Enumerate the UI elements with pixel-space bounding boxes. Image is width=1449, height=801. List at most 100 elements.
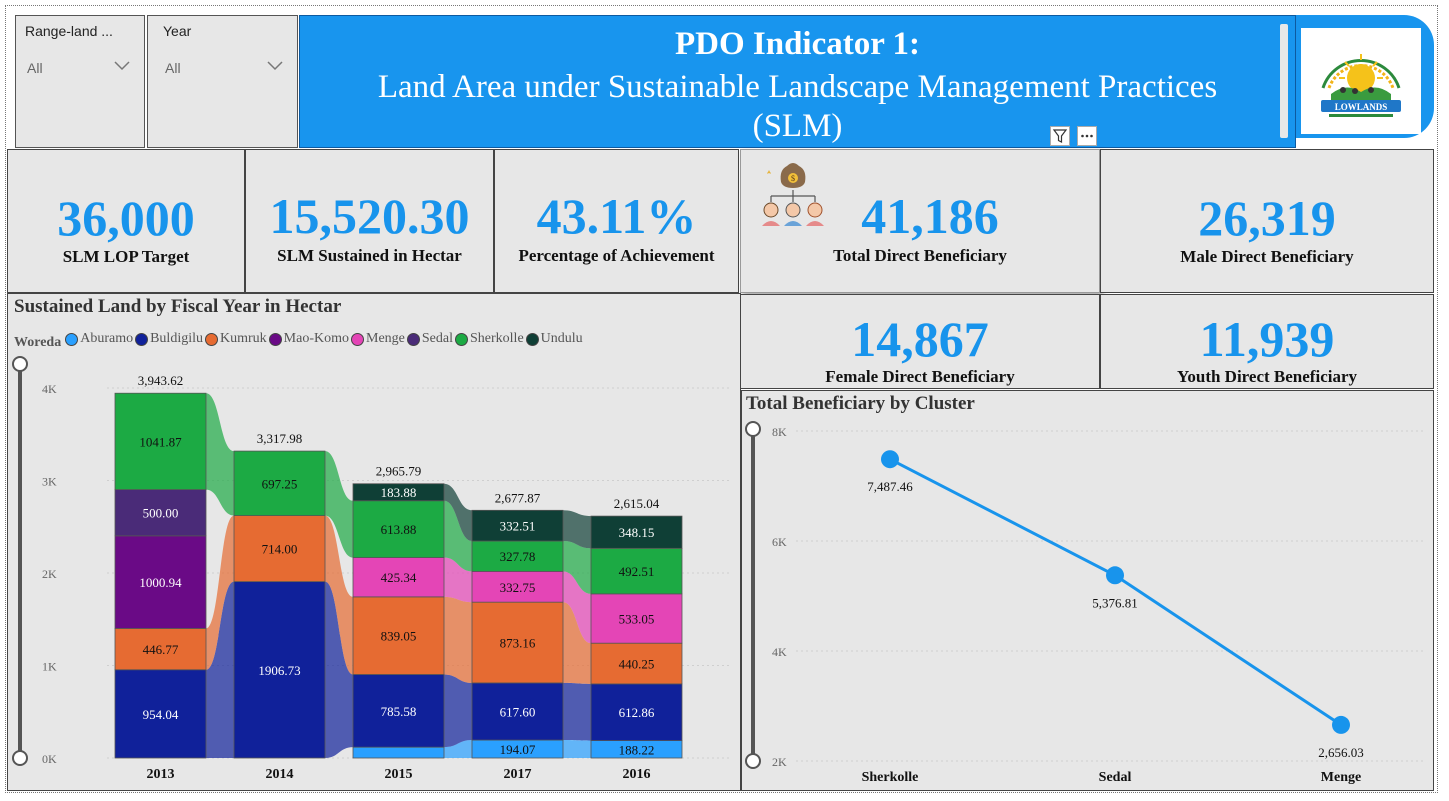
kpi-card-female-beneficiary: 14,867 Female Direct Beneficiary (740, 294, 1100, 389)
y-tick-label: 0K (42, 752, 57, 766)
bar-segment-mao-komo[interactable] (114, 535, 207, 629)
legend-label: Kumruk (220, 331, 267, 346)
page-title: PDO Indicator 1: (674, 26, 921, 62)
bar-segment-undulu[interactable] (471, 509, 564, 542)
legend-marker (268, 332, 282, 346)
bar-data-label: 332.51 (500, 519, 536, 534)
lowlands-logo: LOWLANDS (1301, 28, 1421, 134)
kpi-label: SLM LOP Target (62, 247, 190, 266)
kpi-label: Percentage of Achievement (518, 246, 715, 265)
bar-segment-buldigilu[interactable] (590, 683, 683, 741)
range-land-slicer[interactable]: Range-land ... All (15, 15, 145, 148)
bar-data-label: 533.05 (619, 612, 655, 627)
svg-text:$: $ (791, 174, 795, 183)
data-point[interactable] (881, 450, 899, 469)
bar-data-label: 425.34 (381, 570, 417, 585)
bar-segment-sherkolle[interactable] (233, 450, 326, 516)
ribbon-kumruk (444, 596, 472, 683)
bar-segment-menge[interactable] (471, 570, 564, 603)
range-slider-handle-top[interactable] (12, 356, 28, 372)
legend-item[interactable]: Undulu (525, 331, 583, 347)
page-subtitle-line1: Land Area under Sustainable Landscape Ma… (377, 69, 1218, 105)
bar-segment-aburamo[interactable] (352, 746, 445, 759)
bar-data-label: 440.25 (619, 657, 655, 672)
data-point[interactable] (1106, 566, 1124, 585)
bar-segment-menge[interactable] (352, 557, 445, 598)
kpi-value: 15,520.30 (269, 188, 470, 244)
beneficiary-cluster-panel (741, 390, 1434, 791)
banner-scrollbar[interactable] (1280, 24, 1288, 138)
bar-segment-kumruk[interactable] (471, 601, 564, 684)
legend-item[interactable]: Kumruk (205, 331, 267, 347)
beneficiary-group-icon: $ (762, 163, 824, 226)
bar-data-label: 1041.87 (139, 434, 182, 449)
legend-title: Woreda (14, 334, 62, 350)
bar-data-label: 492.51 (619, 564, 655, 579)
bar-data-label: 697.25 (262, 476, 298, 491)
beneficiary-cluster-chart: 2K 4K 6K 8K 7,487.46 Sherkolle 5,376.81 Sedal 2,… (745, 421, 1426, 785)
legend-marker (205, 332, 218, 346)
legend-label: Undulu (540, 331, 583, 346)
bar-data-label: 500.00 (143, 506, 179, 521)
range-slider-handle-bottom[interactable] (12, 750, 28, 766)
bar-segment-sherkolle[interactable] (590, 547, 683, 595)
bar-data-label: 348.15 (619, 525, 655, 540)
y-tick-label: 6K (772, 535, 787, 549)
kpi-card-youth-beneficiary: 11,939 Youth Direct Beneficiary (1100, 294, 1434, 389)
bar-segment-sherkolle[interactable] (114, 392, 207, 490)
bar-segment-kumruk[interactable] (114, 628, 207, 671)
ribbon-sherkolle (563, 541, 591, 594)
legend-label: Sherkolle (470, 331, 524, 346)
x-tick-label: 2015 (385, 767, 413, 782)
bar-segment-sherkolle[interactable] (471, 540, 564, 572)
range-slider-handle-bottom[interactable] (745, 753, 761, 769)
bar-segment-undulu[interactable] (352, 483, 445, 502)
bar-segment-kumruk[interactable] (352, 596, 445, 675)
series-line (889, 457, 1342, 727)
bar-segment-kumruk[interactable] (233, 515, 326, 583)
legend-marker (135, 332, 149, 346)
x-tick-label: Menge (1321, 770, 1361, 785)
filter-icon[interactable] (1050, 126, 1070, 146)
bar-data-label: 183.88 (381, 485, 417, 500)
x-tick-label: 2016 (623, 767, 651, 782)
range-land-dropdown[interactable]: All (25, 54, 130, 82)
line-chart-title: Total Beneficiary by Cluster (746, 393, 975, 414)
bar-segment-buldigilu[interactable] (471, 682, 564, 741)
legend-item[interactable]: Sedal (406, 331, 453, 347)
year-dropdown[interactable]: All (163, 54, 283, 82)
data-point[interactable] (1332, 715, 1350, 734)
bar-data-label: 785.58 (381, 704, 417, 719)
ribbon-undulu (563, 510, 591, 549)
bar-segment-buldigilu[interactable] (233, 581, 326, 759)
ribbon-buldigilu (206, 581, 234, 758)
bar-segment-sherkolle[interactable] (352, 500, 445, 558)
logo-container: LOWLANDS (1296, 15, 1434, 138)
bar-data-label: 1000.94 (139, 575, 182, 590)
x-tick-label: 2013 (147, 767, 175, 782)
bar-segment-menge[interactable] (590, 593, 683, 644)
legend-item[interactable]: Menge (351, 331, 405, 347)
y-tick-label: 2K (42, 567, 57, 581)
year-slicer[interactable]: Year All (147, 15, 298, 148)
y-tick-label: 4K (42, 382, 57, 396)
bar-data-label: 954.04 (143, 707, 179, 722)
more-options-icon[interactable] (1077, 126, 1097, 146)
range-land-slicer-label: Range-land ... (25, 23, 113, 39)
legend-item[interactable]: Mao-Komo (268, 331, 349, 347)
ribbon-sherkolle (325, 451, 353, 558)
page-subtitle-line2: (SLM) (752, 108, 843, 144)
bar-segment-sedal[interactable] (114, 489, 207, 537)
legend-item[interactable]: Aburamo (65, 331, 133, 347)
bar-data-label: 188.22 (619, 742, 655, 757)
bar-total-label: 2,677.87 (495, 490, 541, 505)
legend-item[interactable]: Sherkolle (455, 331, 524, 347)
legend-item[interactable]: Buldigilu (135, 331, 203, 347)
kpi-value: 36,000 (57, 190, 195, 246)
ribbon-buldigilu (325, 581, 353, 758)
bar-segment-undulu[interactable] (590, 515, 683, 549)
range-slider-handle-top[interactable] (745, 421, 761, 437)
bar-data-label: 332.75 (500, 580, 536, 595)
bar-data-label: 839.05 (381, 629, 417, 644)
ribbon-kumruk (563, 602, 591, 684)
